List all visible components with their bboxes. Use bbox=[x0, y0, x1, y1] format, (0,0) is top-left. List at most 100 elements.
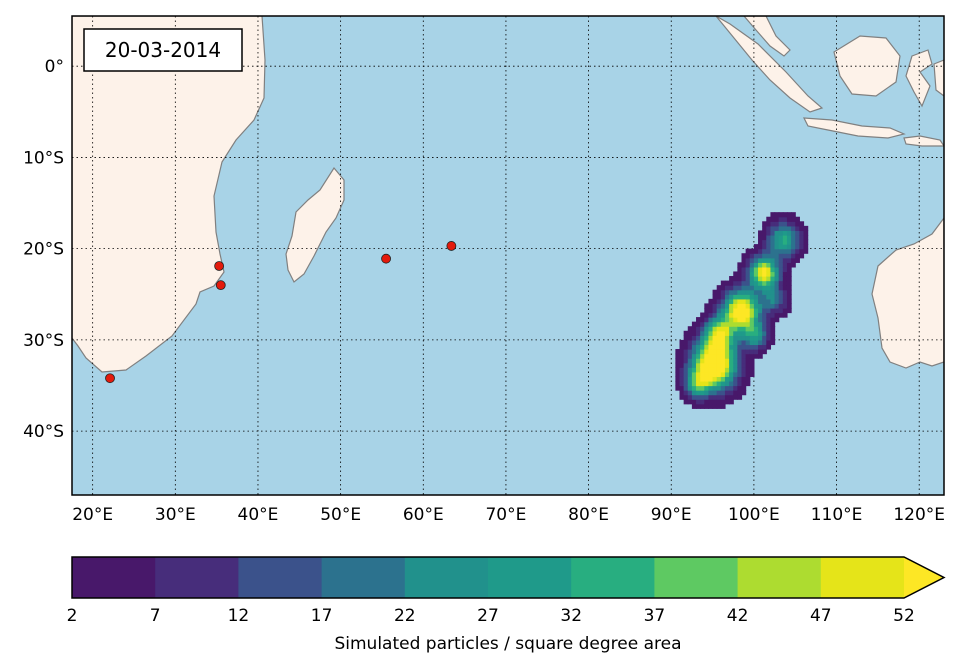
density-cell bbox=[712, 390, 718, 396]
density-cell bbox=[700, 326, 705, 332]
density-cell bbox=[745, 353, 751, 359]
density-cell bbox=[749, 257, 755, 263]
density-cell bbox=[791, 239, 796, 245]
density-cell bbox=[704, 399, 710, 405]
density-cell bbox=[712, 394, 718, 400]
density-cell bbox=[704, 303, 710, 309]
density-cell bbox=[675, 371, 681, 377]
density-cell bbox=[745, 344, 751, 350]
density-cell bbox=[737, 326, 743, 332]
density-cell bbox=[696, 362, 701, 368]
density-cell bbox=[766, 253, 772, 259]
density-cell bbox=[708, 390, 714, 396]
location-marker bbox=[105, 373, 115, 384]
density-cell bbox=[712, 312, 718, 318]
density-cell bbox=[704, 380, 710, 387]
density-cell bbox=[729, 367, 734, 373]
density-cell bbox=[700, 312, 705, 318]
colorbar-tick-label: 17 bbox=[311, 606, 333, 626]
density-cell bbox=[778, 234, 784, 241]
density-cell bbox=[704, 307, 710, 314]
density-cell bbox=[799, 253, 805, 259]
density-cell bbox=[762, 257, 767, 263]
density-cell bbox=[696, 367, 701, 373]
density-cell bbox=[712, 403, 718, 409]
density-cell bbox=[716, 371, 722, 377]
density-cell bbox=[770, 266, 776, 273]
density-cell bbox=[774, 225, 780, 232]
density-cell bbox=[696, 344, 701, 350]
density-cell bbox=[724, 371, 730, 377]
density-cell bbox=[762, 330, 767, 336]
density-cell bbox=[687, 394, 693, 400]
density-cell bbox=[729, 326, 734, 332]
lon-tick-label: 30°E bbox=[155, 505, 196, 525]
density-cell bbox=[774, 230, 780, 236]
density-cell bbox=[753, 298, 759, 304]
density-cell bbox=[720, 317, 726, 323]
density-cell bbox=[753, 317, 759, 323]
density-cell bbox=[749, 285, 755, 291]
density-cell bbox=[766, 312, 772, 318]
density-cell bbox=[786, 289, 792, 295]
density-cell bbox=[745, 280, 751, 286]
density-cell bbox=[758, 239, 763, 245]
location-marker bbox=[214, 261, 225, 271]
density-cell bbox=[791, 212, 796, 218]
density-cell bbox=[724, 298, 730, 304]
density-cell bbox=[758, 285, 763, 291]
density-cell bbox=[774, 285, 780, 291]
density-cell bbox=[786, 271, 792, 277]
lon-tick-label: 110°E bbox=[811, 505, 863, 525]
density-cell bbox=[716, 353, 722, 359]
density-cell bbox=[741, 335, 747, 341]
density-cell bbox=[778, 230, 784, 236]
density-cell bbox=[786, 276, 792, 282]
map-border bbox=[71, 15, 945, 496]
density-cell bbox=[766, 307, 772, 314]
density-cell bbox=[770, 312, 776, 318]
density-cell bbox=[700, 339, 705, 346]
density-cell bbox=[786, 216, 792, 222]
density-cell bbox=[700, 376, 705, 382]
density-cell bbox=[700, 403, 705, 409]
density-cell bbox=[741, 253, 747, 259]
lat-tick-label: 20°S bbox=[23, 240, 64, 260]
density-cell bbox=[704, 349, 710, 355]
density-cell bbox=[766, 234, 772, 241]
density-cell bbox=[733, 339, 738, 346]
density-cell bbox=[774, 303, 780, 309]
density-cell bbox=[737, 317, 743, 323]
density-cell bbox=[786, 280, 792, 286]
density-cell bbox=[778, 266, 784, 273]
density-cell bbox=[786, 298, 792, 304]
colorbar-tick-label: 42 bbox=[727, 606, 749, 626]
density-cell bbox=[733, 330, 738, 336]
density-cell bbox=[724, 307, 730, 314]
density-cell bbox=[733, 317, 738, 323]
density-cell bbox=[716, 317, 722, 323]
density-cell bbox=[782, 234, 788, 241]
density-cell bbox=[729, 349, 734, 355]
density-cell bbox=[782, 230, 788, 236]
density-cell bbox=[700, 380, 705, 387]
density-cell bbox=[716, 321, 722, 327]
density-cell bbox=[753, 244, 759, 250]
colorbar-segment bbox=[571, 557, 655, 598]
density-cell bbox=[782, 271, 788, 277]
density-cell bbox=[691, 344, 697, 350]
density-cell bbox=[687, 335, 693, 341]
density-cell bbox=[708, 303, 714, 309]
density-cell bbox=[729, 376, 734, 382]
density-cell bbox=[712, 358, 718, 364]
density-cell bbox=[758, 344, 763, 350]
density-cell bbox=[762, 312, 767, 318]
madagascar bbox=[285, 166, 345, 283]
density-cell bbox=[786, 307, 792, 314]
density-cell bbox=[766, 248, 772, 254]
density-cell bbox=[720, 362, 726, 368]
density-cell bbox=[770, 339, 776, 346]
density-cell bbox=[778, 262, 784, 268]
density-cell bbox=[753, 257, 759, 263]
density-cell bbox=[745, 253, 751, 259]
